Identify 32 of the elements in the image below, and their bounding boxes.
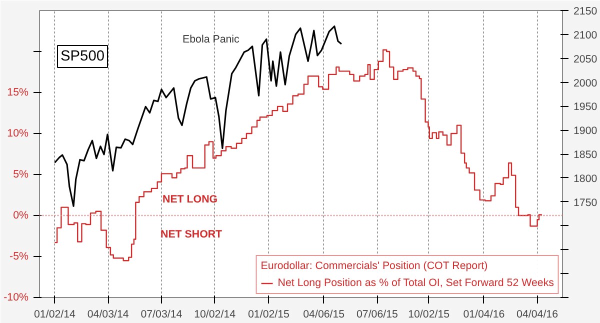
legend-label: Net Long Position as % of Total OI, Set Forward 52 Weeks <box>278 277 554 289</box>
y-tick-label: -10% <box>4 292 30 304</box>
line-series <box>54 25 342 207</box>
y-tick-label: -5% <box>10 250 30 262</box>
y2-tick-label: 2000 <box>574 77 598 90</box>
y-tick-label: 15% <box>7 86 30 98</box>
x-tick-label: 01/04/16 <box>463 308 505 320</box>
y-tick-label: 5% <box>13 168 30 180</box>
y2-tick-label: 1750 <box>574 196 598 209</box>
x-tick-label: 04/04/16 <box>516 308 558 320</box>
x-tick-label: 04/06/15 <box>303 308 345 320</box>
x-tick-label: 10/02/15 <box>408 308 450 320</box>
y-tick-label: 10% <box>7 128 30 140</box>
x-tick-label: 01/02/15 <box>248 308 290 320</box>
x-tick-label: 10/02/14 <box>194 308 236 320</box>
annotation: Ebola Panic <box>182 34 240 46</box>
annotation: NET LONG <box>162 194 218 206</box>
x-tick-label: 04/03/14 <box>87 308 129 320</box>
y-tick-label: 0% <box>13 210 30 222</box>
y2-tick-label: 1900 <box>574 125 598 138</box>
x-tick-label: 01/02/14 <box>34 308 76 320</box>
annotation: NET SHORT <box>160 228 223 240</box>
y2-tick-label: 2150 <box>574 6 598 18</box>
y2-tick-label: 1850 <box>574 149 598 161</box>
y2-tick-label: 1800 <box>574 172 598 185</box>
text: SP500 <box>60 48 105 64</box>
x-tick-label: 07/03/14 <box>140 308 182 320</box>
x-tick-label: 07/06/15 <box>356 308 398 320</box>
y2-tick-label: 1950 <box>574 101 598 114</box>
y2-tick-label: 2050 <box>574 53 598 66</box>
legend-title: Eurodollar: Commercials' Position (COT Report) <box>260 260 489 272</box>
y2-tick-label: 2100 <box>574 29 598 42</box>
